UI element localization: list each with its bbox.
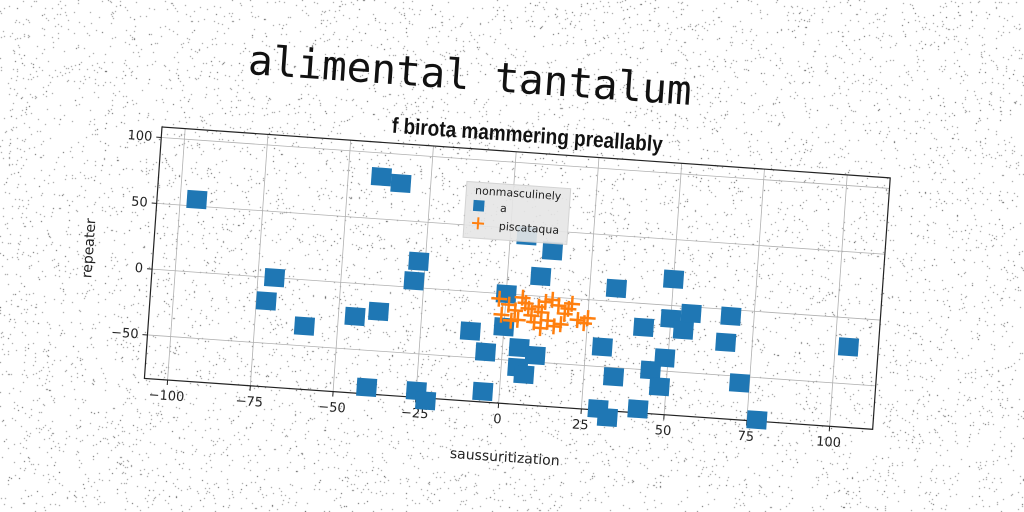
data-point-square: [472, 381, 494, 402]
legend-marker-plus: [471, 217, 485, 230]
data-point-square: [746, 410, 768, 430]
y-grid-line: [161, 137, 890, 189]
data-point-plus: [537, 293, 554, 311]
data-point-plus: [579, 310, 596, 327]
x-tick-label: 0: [493, 412, 502, 428]
data-point-plus: [520, 300, 537, 317]
data-point-plus: [569, 311, 586, 329]
x-tick-label: −50: [318, 400, 346, 417]
data-point-square: [344, 306, 366, 327]
legend-label-series-2: piscataqua: [498, 220, 559, 237]
legend-label-series-1: a: [500, 202, 508, 215]
x-grid-line: [580, 157, 600, 409]
data-point-square: [368, 301, 390, 322]
x-tick-label: 75: [737, 429, 755, 445]
data-point-square: [605, 278, 627, 299]
data-point-plus: [533, 304, 550, 321]
legend-box: [462, 180, 572, 246]
x-tick-label: 100: [816, 434, 842, 451]
data-point-plus: [506, 302, 524, 319]
data-point-square: [639, 360, 662, 380]
data-series: [186, 167, 860, 430]
data-point-square: [596, 407, 618, 428]
data-point-square: [541, 241, 564, 261]
legend: nonmasculinely a piscataqua: [462, 180, 572, 246]
data-point-square: [186, 189, 208, 210]
data-point-square: [513, 364, 535, 385]
legend-marker-square: [472, 199, 485, 212]
data-point-square: [474, 342, 497, 362]
data-point-plus: [502, 312, 520, 329]
data-point-square: [728, 373, 751, 393]
y-tick-label: 100: [127, 128, 153, 145]
data-point-square: [408, 251, 430, 272]
data-point-plus: [560, 300, 577, 317]
data-point-plus: [523, 307, 540, 324]
y-tick-label: −50: [111, 325, 139, 342]
data-point-square: [627, 399, 649, 419]
y-tick-label: 0: [134, 261, 143, 277]
x-tick-label: 50: [654, 423, 672, 439]
legend-title: nonmasculinely: [475, 184, 562, 203]
x-grid-line: [249, 134, 269, 386]
data-point-square: [680, 303, 702, 324]
data-point-square: [390, 173, 412, 194]
data-point-square: [602, 367, 625, 387]
y-tick-label: 50: [131, 195, 149, 211]
axis-ticks: −100 −75 −50 −25 0 25 50 75 100 −50 0 50 100: [111, 128, 842, 451]
data-point-square: [263, 268, 286, 288]
data-point-square: [414, 391, 437, 411]
x-axis-label: saussuritization: [449, 446, 560, 470]
data-point-plus: [514, 289, 531, 306]
x-tick-label: −75: [235, 394, 263, 411]
x-tick-label: −25: [400, 405, 428, 422]
data-point-plus: [545, 318, 562, 335]
data-point-square: [715, 332, 737, 352]
grid-lines: [147, 128, 890, 427]
x-grid-line: [829, 174, 848, 427]
data-point-plus: [491, 290, 508, 307]
x-grid-line: [167, 128, 186, 381]
data-point-square: [720, 306, 742, 326]
data-point-plus: [509, 311, 526, 328]
x-tick-label: 25: [571, 417, 589, 433]
data-point-square: [837, 337, 860, 357]
x-grid-line: [415, 145, 434, 398]
x-grid-line: [332, 140, 352, 392]
data-point-square: [648, 376, 671, 397]
axes-frame: [143, 126, 891, 430]
x-tick-label: −100: [148, 388, 185, 405]
data-point-square: [662, 269, 685, 289]
data-point-square: [459, 321, 481, 341]
data-point-square: [356, 377, 378, 397]
data-point-square: [370, 167, 392, 187]
data-point-plus: [532, 319, 549, 337]
data-point-square: [672, 320, 694, 340]
y-axis-label: repeater: [79, 218, 99, 279]
data-point-plus: [550, 297, 567, 314]
data-point-square: [255, 291, 277, 311]
data-point-plus: [493, 306, 510, 323]
data-point-square: [293, 316, 316, 336]
data-point-square: [403, 271, 425, 291]
data-point-square: [493, 317, 515, 337]
data-point-square: [508, 338, 530, 358]
data-point-square: [524, 345, 546, 366]
data-point-plus: [552, 316, 569, 333]
data-point-square: [591, 337, 613, 357]
data-point-square: [633, 317, 655, 337]
x-grid-line: [663, 163, 683, 415]
data-point-square: [530, 266, 552, 287]
chart-title: f birota mammering preallably: [391, 114, 664, 157]
